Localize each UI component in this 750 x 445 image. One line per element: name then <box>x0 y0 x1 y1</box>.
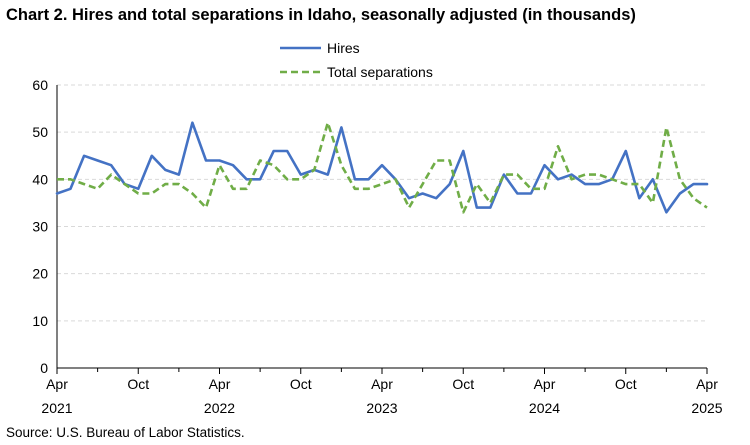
y-tick-label: 10 <box>32 313 48 329</box>
x-tick-label-year: 2025 <box>691 400 722 416</box>
series-line-total-separations <box>57 121 708 214</box>
y-tick-label: 30 <box>32 219 48 235</box>
chart-title: Chart 2. Hires and total separations in … <box>6 6 636 24</box>
y-tick-label: 60 <box>32 77 48 93</box>
y-axis-ticks: 0 10 20 30 40 50 60 <box>32 77 48 376</box>
x-axis-ticks: Apr 2021 Oct Apr 2022 Oct Apr 2023 Oct Apr 2024 Oct… <box>41 368 723 416</box>
x-tick-label-month: Oct <box>290 376 312 392</box>
series-lines <box>55 121 709 214</box>
legend-label: Hires <box>327 40 360 56</box>
legend: Hires Total separations <box>280 40 433 80</box>
y-tick-label: 40 <box>32 171 48 187</box>
x-tick-label-year: 2022 <box>204 400 235 416</box>
x-tick-label-month: Oct <box>452 376 474 392</box>
x-tick-label-month: Apr <box>696 376 718 392</box>
x-tick-label-month: Apr <box>534 376 556 392</box>
x-tick-label-month: Oct <box>615 376 637 392</box>
x-tick-label-year: 2023 <box>366 400 397 416</box>
source-note: Source: U.S. Bureau of Labor Statistics. <box>6 425 245 440</box>
gridlines <box>57 84 707 322</box>
x-tick-label-month: Apr <box>46 376 68 392</box>
x-tick-label-month: Apr <box>371 376 393 392</box>
series-line-hires <box>55 121 709 214</box>
y-tick-label: 20 <box>32 266 48 282</box>
x-tick-label-year: 2024 <box>529 400 560 416</box>
legend-label: Total separations <box>327 64 433 80</box>
x-tick-label-year: 2021 <box>41 400 72 416</box>
x-tick-label-month: Oct <box>127 376 149 392</box>
y-tick-label: 0 <box>40 360 48 376</box>
y-tick-label: 50 <box>32 124 48 140</box>
x-tick-label-month: Apr <box>209 376 231 392</box>
